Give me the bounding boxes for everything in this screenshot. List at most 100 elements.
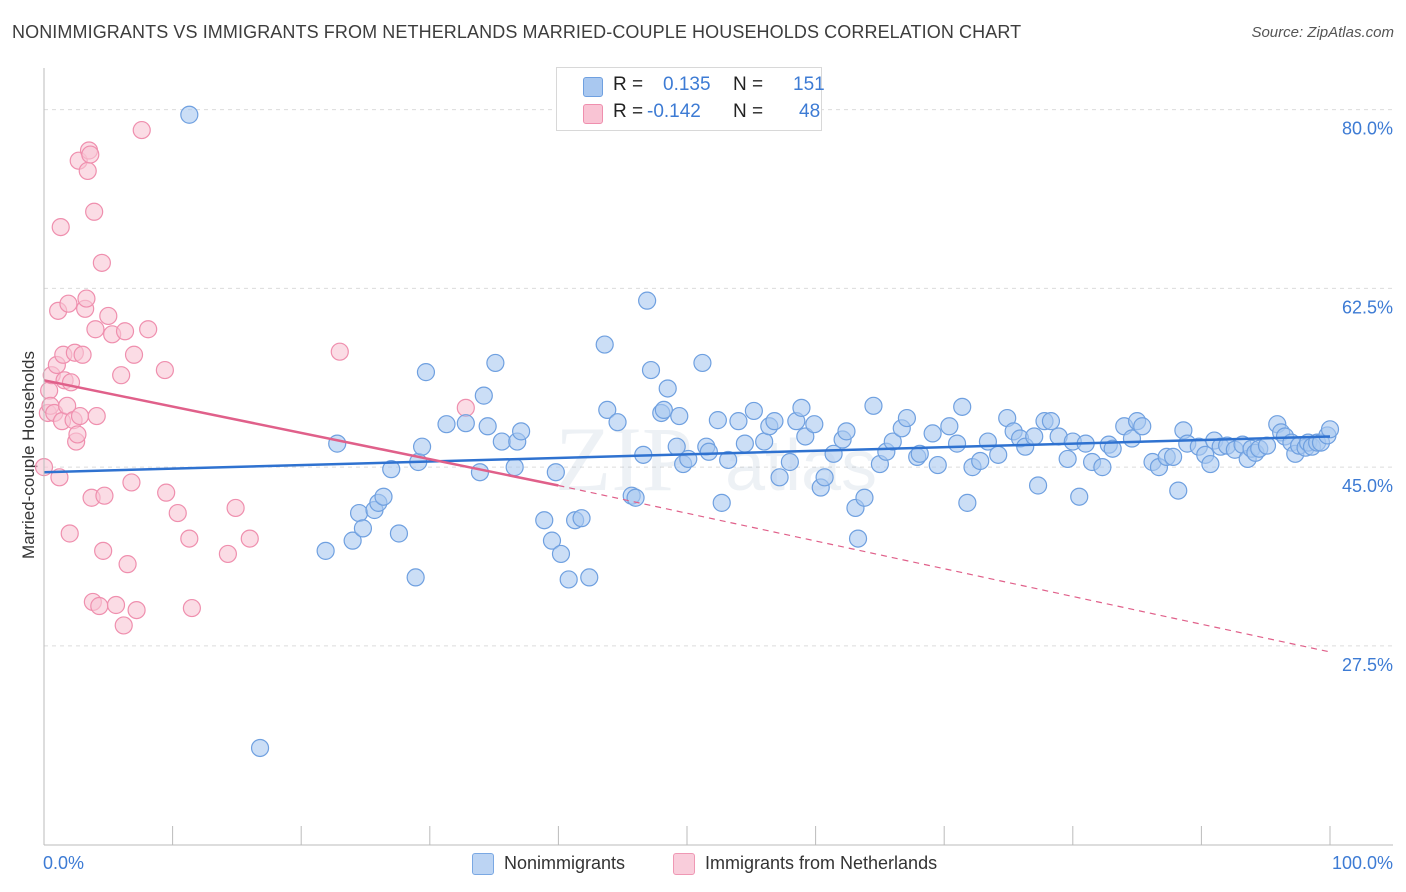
bottom-legend-swatch-netherlands — [673, 853, 695, 875]
data-point — [505, 458, 524, 477]
y-tick-label: 27.5% — [1342, 655, 1393, 675]
data-point — [416, 363, 436, 382]
data-point — [1320, 420, 1340, 439]
data-point — [157, 483, 176, 502]
data-point — [658, 379, 677, 398]
legend-r-label: R = — [613, 101, 644, 122]
data-point — [77, 289, 96, 308]
x-axis — [43, 68, 1393, 846]
data-point — [638, 291, 657, 310]
data-point — [744, 401, 763, 421]
data-point — [389, 524, 409, 543]
data-point — [1201, 454, 1220, 474]
data-point — [1041, 412, 1061, 431]
series-immigrants-netherlands — [34, 120, 475, 635]
data-point — [792, 398, 811, 417]
data-point — [456, 398, 475, 417]
data-point — [1257, 436, 1277, 455]
data-point — [218, 544, 237, 564]
data-point — [99, 306, 118, 326]
data-point — [580, 568, 599, 587]
data-point — [492, 432, 511, 451]
legend-box: R = 0.135 N = 151 R = -0.142 N = 48 — [556, 67, 825, 131]
data-point — [374, 487, 393, 506]
trend-lines — [43, 379, 1331, 653]
data-point — [106, 595, 126, 615]
data-point — [349, 503, 369, 523]
x-tick-min: 0.0% — [43, 853, 84, 873]
data-point — [958, 493, 977, 512]
data-point — [735, 434, 754, 453]
y-tick-label: 45.0% — [1342, 476, 1393, 496]
legend-swatch-nonimmigrants — [583, 77, 603, 97]
data-point — [328, 434, 347, 453]
data-point — [1164, 447, 1183, 466]
data-point — [456, 414, 475, 433]
trend-line-netherlands-extension — [558, 484, 1331, 653]
data-point — [796, 427, 815, 446]
data-point — [755, 432, 774, 451]
data-point — [729, 412, 748, 431]
data-point — [240, 529, 259, 548]
bottom-legend-label-netherlands: Immigrants from Netherlands — [705, 853, 938, 873]
data-point — [1133, 417, 1152, 436]
grid-lines — [44, 109, 1393, 647]
data-point — [542, 531, 562, 550]
data-point — [90, 596, 109, 616]
trend-line-nonimmigrants — [43, 435, 1331, 474]
data-point — [250, 738, 270, 758]
data-point — [168, 503, 187, 523]
data-point — [928, 455, 947, 475]
data-point — [180, 105, 199, 124]
data-point — [805, 415, 824, 434]
data-point — [470, 463, 490, 482]
data-point — [122, 473, 141, 492]
data-point — [139, 320, 158, 339]
data-point — [87, 406, 106, 426]
data-point — [353, 519, 373, 538]
chart-title: NONIMMIGRANTS VS IMMIGRANTS FROM NETHERL… — [12, 22, 1022, 42]
data-point — [989, 445, 1008, 464]
data-point — [864, 396, 883, 415]
data-point — [1070, 487, 1089, 506]
data-point — [226, 498, 245, 518]
data-point — [182, 598, 201, 618]
data-point — [40, 381, 59, 400]
legend-swatch-netherlands — [583, 104, 603, 124]
data-point — [86, 320, 105, 339]
data-point — [897, 408, 917, 428]
data-point — [1028, 476, 1048, 495]
data-point — [719, 450, 738, 470]
data-point — [316, 541, 335, 560]
data-point — [68, 425, 87, 444]
data-point — [437, 415, 456, 434]
data-point — [124, 345, 144, 364]
data-point — [1025, 427, 1044, 446]
legend-r-label: R = — [613, 74, 644, 95]
data-point — [512, 422, 531, 441]
y-tick-label: 80.0% — [1342, 119, 1393, 139]
x-tick-max: 100.0% — [1332, 853, 1393, 873]
data-point — [559, 570, 578, 589]
data-point — [59, 294, 78, 313]
bottom-legend-swatch-nonimmigrants — [472, 853, 494, 875]
data-point — [598, 400, 617, 420]
data-point — [486, 353, 505, 373]
data-point — [51, 217, 70, 237]
data-point — [78, 161, 97, 181]
data-point — [60, 524, 79, 543]
source-label: Source: ZipAtlas.com — [1251, 24, 1394, 41]
data-point — [118, 555, 137, 574]
data-point — [95, 486, 114, 505]
legend-n-label: N = — [733, 101, 764, 122]
data-point — [127, 600, 146, 620]
data-point — [535, 511, 554, 530]
data-point — [112, 366, 131, 385]
data-point — [770, 468, 789, 487]
bottom-legend-label-nonimmigrants: Nonimmigrants — [504, 853, 626, 873]
y-tick-label: 62.5% — [1342, 297, 1393, 317]
legend-r-value: 0.135 — [663, 74, 711, 95]
data-point — [848, 529, 868, 548]
data-point — [412, 437, 432, 456]
data-point — [765, 412, 784, 431]
